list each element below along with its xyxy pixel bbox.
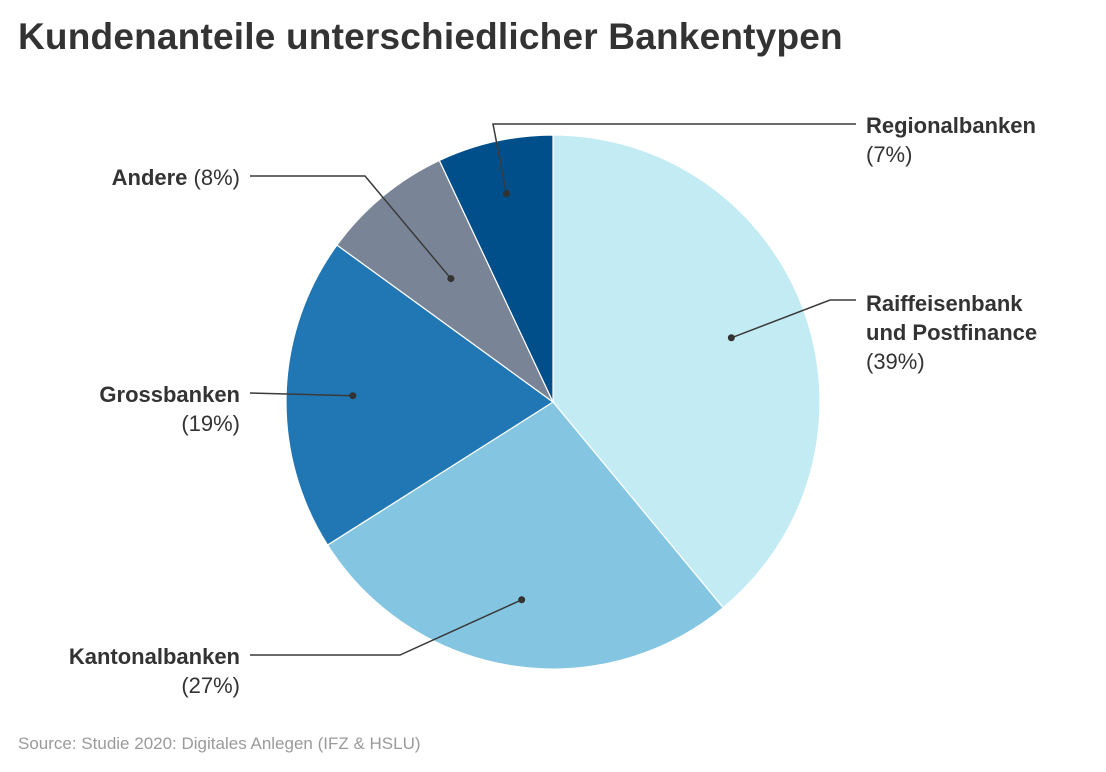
- pie-slice-1: [552, 134, 821, 609]
- pie-slices: [285, 134, 821, 670]
- leader-line-1: [731, 299, 856, 339]
- slice-labels: Raiffeisenbank und Postfinance (39%) Kanton…: [69, 113, 1037, 698]
- slice-label-1: Raiffeisenbank und Postfinance (39%): [866, 291, 1037, 374]
- slice-label-4: Andere (8%): [112, 165, 240, 190]
- leader-line-4: [250, 175, 452, 280]
- leader-lines: [249, 123, 856, 656]
- slice-label-5: Regionalbanken (7%): [866, 113, 1036, 167]
- slice-label-3: Grossbanken (19%): [99, 382, 240, 436]
- leader-line-3: [249, 392, 353, 397]
- pie-slice-5: [438, 134, 554, 403]
- leader-dot-5: [502, 190, 510, 198]
- leader-line-5: [492, 123, 856, 194]
- chart-title: Kundenanteile unterschiedlicher Bankenty…: [18, 16, 843, 57]
- leader-line-2: [250, 599, 522, 656]
- leader-dot-2: [518, 596, 526, 604]
- leader-dot-3: [349, 392, 357, 400]
- source-note: Source: Studie 2020: Digitales Anlegen (…: [18, 734, 421, 753]
- slice-label-2: Kantonalbanken (27%): [69, 644, 240, 698]
- leader-dot-4: [447, 275, 455, 283]
- pie-slice-2: [326, 401, 725, 670]
- leader-dot-1: [727, 334, 735, 342]
